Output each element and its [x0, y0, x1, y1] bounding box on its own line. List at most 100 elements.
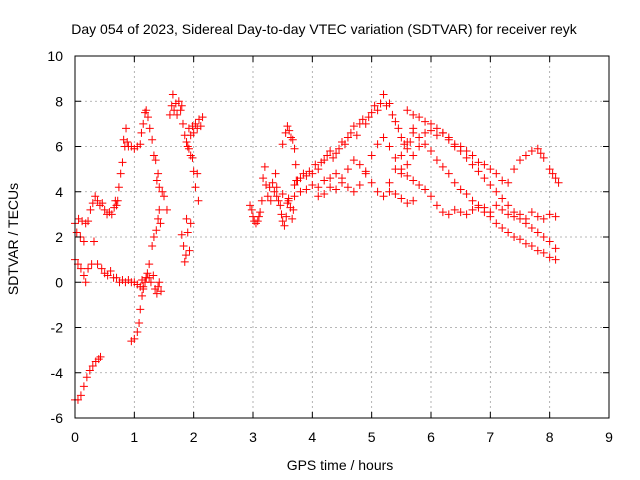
- data-point: [73, 260, 82, 269]
- data-point: [79, 271, 88, 280]
- data-point: [536, 149, 545, 158]
- data-point: [290, 180, 299, 189]
- data-point: [367, 178, 376, 187]
- chart-grid: [75, 56, 609, 418]
- data-point: [539, 248, 548, 257]
- data-point: [379, 90, 388, 99]
- data-point: [198, 113, 207, 122]
- data-point: [148, 135, 157, 144]
- data-point: [521, 239, 530, 248]
- data-point: [492, 187, 501, 196]
- data-point: [370, 101, 379, 110]
- data-point: [314, 183, 323, 192]
- data-point: [254, 212, 263, 221]
- data-point: [133, 328, 142, 337]
- data-point: [468, 196, 477, 205]
- data-point: [376, 99, 385, 108]
- data-point: [516, 156, 524, 165]
- data-point: [326, 174, 335, 183]
- data-point: [539, 233, 548, 241]
- data-point: [391, 153, 400, 162]
- data-point: [154, 282, 163, 291]
- data-point: [296, 174, 305, 183]
- data-point: [136, 140, 145, 149]
- data-point: [474, 167, 483, 176]
- data-point: [545, 253, 554, 262]
- data-point: [462, 190, 471, 199]
- data-point: [184, 144, 193, 153]
- data-point: [145, 124, 154, 133]
- data-point: [551, 212, 560, 221]
- x-axis-label: GPS time / hours: [287, 457, 394, 473]
- data-point: [139, 282, 148, 291]
- data-point: [343, 165, 352, 174]
- data-point: [152, 226, 161, 235]
- x-tick-label: 8: [546, 429, 554, 445]
- data-point: [182, 137, 191, 146]
- data-point: [438, 162, 447, 171]
- y-tick-label: 8: [55, 93, 63, 109]
- data-point: [551, 255, 560, 264]
- data-point: [88, 361, 97, 370]
- x-tick-label: 5: [368, 429, 376, 445]
- data-point: [498, 194, 507, 203]
- data-point: [96, 352, 105, 361]
- data-point: [93, 260, 102, 269]
- data-point: [139, 119, 148, 128]
- data-point: [288, 135, 297, 144]
- y-tick-label: -4: [51, 365, 64, 381]
- data-point: [427, 192, 435, 201]
- data-point: [498, 205, 507, 214]
- data-point: [122, 124, 131, 133]
- data-point: [427, 147, 435, 156]
- data-point: [361, 119, 370, 128]
- data-point: [480, 174, 489, 183]
- data-point: [118, 158, 127, 167]
- data-point: [480, 208, 489, 217]
- data-point: [394, 124, 403, 133]
- data-point: [539, 153, 548, 162]
- data-point: [107, 210, 116, 219]
- data-point: [332, 149, 341, 158]
- data-point: [498, 223, 507, 232]
- data-point: [173, 110, 182, 119]
- data-point: [84, 217, 93, 226]
- data-point: [308, 180, 317, 189]
- data-point: [349, 187, 358, 196]
- data-point: [397, 194, 406, 203]
- data-point: [160, 192, 168, 201]
- data-point: [510, 208, 519, 217]
- data-point: [533, 144, 542, 153]
- data-point: [194, 196, 203, 205]
- data-point: [178, 119, 187, 128]
- data-point: [367, 108, 376, 117]
- data-point: [504, 201, 513, 210]
- data-point: [486, 180, 495, 189]
- y-tick-label: 10: [47, 48, 63, 64]
- data-point: [326, 147, 335, 156]
- data-point: [112, 273, 121, 282]
- data-point: [403, 171, 412, 180]
- data-point: [291, 160, 300, 169]
- data-point: [311, 160, 320, 169]
- data-point: [162, 205, 171, 214]
- data-point: [545, 237, 554, 246]
- data-point: [468, 205, 477, 214]
- data-point: [373, 140, 382, 149]
- data-point: [156, 219, 165, 228]
- x-tick-label: 6: [427, 429, 435, 445]
- data-point: [149, 151, 158, 160]
- data-point: [114, 183, 123, 192]
- data-point: [155, 205, 164, 214]
- data-point: [196, 122, 205, 131]
- data-point: [444, 210, 453, 219]
- data-point: [421, 185, 430, 194]
- data-point: [533, 246, 542, 255]
- y-tick-label: -6: [51, 410, 64, 426]
- data-point: [450, 140, 459, 149]
- data-point: [278, 190, 287, 199]
- data-point: [403, 144, 412, 153]
- data-point: [183, 228, 192, 237]
- data-point: [349, 122, 358, 131]
- data-point: [76, 391, 85, 400]
